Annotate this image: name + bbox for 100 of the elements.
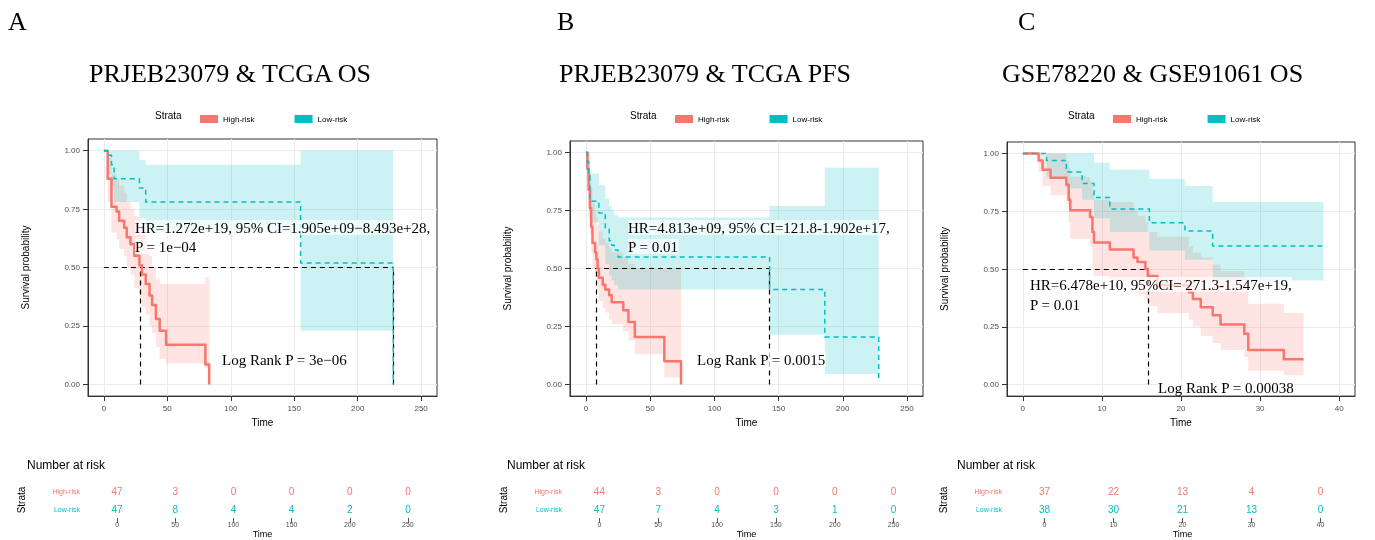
legend-label: Low-risk [317, 114, 349, 124]
y-tick-label: 1.00 [64, 146, 81, 156]
x-tick-label: 100 [224, 403, 238, 413]
legend-title: Strata [155, 109, 183, 121]
y-tick-label: 1.00 [546, 148, 563, 158]
legend-label: High-risk [1136, 114, 1169, 124]
x-axis-title: Time [735, 416, 758, 428]
legend-title: Strata [1068, 109, 1096, 121]
x-tick-label: 200 [351, 403, 365, 413]
data-label: 0 [890, 485, 897, 497]
y-axis-title: Strata [937, 486, 949, 514]
data-label: 0 [831, 485, 838, 497]
annotation: P = 0.01 [628, 238, 678, 255]
x-tick-label: 250 [900, 403, 915, 413]
y-tick-label: 0.50 [983, 264, 1000, 274]
data-label: 3 [172, 485, 179, 497]
chart-title: Number at risk [507, 458, 587, 472]
chart-title: Number at risk [27, 458, 107, 472]
x-axis-title: Time [1170, 416, 1193, 428]
data-label: 0 [1317, 485, 1324, 497]
y-tick-label: 0.50 [546, 264, 563, 274]
x-axis-title: Time [1172, 528, 1193, 539]
annotation: Log Rank P = 0.00038 [1158, 379, 1294, 396]
x-axis-title: Time [251, 416, 274, 428]
data-label: 8 [172, 503, 179, 515]
data-label: 3 [655, 485, 662, 497]
x-tick-label: 50 [162, 403, 173, 413]
x-tick-label: 30 [1255, 403, 1266, 413]
data-label: 47 [111, 503, 124, 515]
data-label: 0 [288, 485, 295, 497]
data-label: 4 [230, 503, 237, 515]
chart-title: Number at risk [957, 458, 1037, 472]
data-label: 22 [1107, 485, 1120, 497]
y-tick-label: 0.25 [546, 322, 563, 332]
data-label: 0 [714, 485, 721, 497]
y-tick-label: 0.00 [546, 380, 563, 389]
x-tick-label: 0 [1020, 403, 1026, 413]
x-tick-label: 150 [771, 403, 786, 413]
y-tick-label: 0.75 [64, 204, 81, 214]
y-tick-label: 0.75 [983, 206, 1000, 216]
data-label: 0 [405, 503, 412, 515]
text: C [1018, 6, 1036, 36]
x-tick-label: 0 [583, 403, 589, 413]
y-tick-label: 0.25 [983, 322, 1000, 332]
chart-title: GSE78220 & GSE91061 OS [1001, 58, 1304, 88]
x-tick-label: 20 [1176, 403, 1186, 413]
y-tick-label: 0.00 [64, 379, 81, 389]
annotation: HR=6.478e+10, 95%CI= 271.3-1.547e+19, [1030, 276, 1292, 293]
data-label: 0 [773, 485, 780, 497]
data-label: 13 [1176, 485, 1189, 497]
chart-title: PRJEB23079 & TCGA PFS [558, 58, 852, 88]
data-label: 30 [1107, 503, 1120, 515]
data-label: 0 [230, 485, 237, 497]
x-axis-title: Time [736, 528, 757, 539]
y-tick-label: 0.25 [64, 321, 81, 331]
data-label: 4 [288, 503, 295, 515]
data-label: 2 [346, 503, 353, 515]
annotation: P = 1e−04 [135, 238, 197, 255]
text: B [557, 6, 575, 36]
annotation: P = 0.01 [1030, 296, 1080, 313]
y-axis-title: Survival probability [501, 226, 513, 311]
data-label: 47 [111, 485, 124, 497]
x-tick-label: 250 [414, 403, 429, 413]
annotation: HR=4.813e+09, 95% CI=121.8-1.902e+17, [628, 219, 890, 236]
x-tick-label: 0 [101, 403, 107, 413]
data-label: 0 [346, 485, 353, 497]
y-tick-label: 0.75 [546, 206, 563, 216]
x-tick-label: 10 [1097, 403, 1107, 413]
x-tick-label: 150 [287, 403, 302, 413]
y-axis-title: Strata [497, 486, 509, 514]
chart-title: PRJEB23079 & TCGA OS [89, 58, 371, 88]
data-label: 0 [405, 485, 412, 497]
x-tick-label: 50 [645, 403, 656, 413]
annotation: Log Rank P = 0.0015 [697, 351, 826, 368]
data-label: 21 [1176, 503, 1189, 515]
legend-label: High-risk [698, 114, 731, 124]
data-label: 4 [1248, 485, 1255, 497]
data-label: 3 [773, 503, 780, 515]
data-label: 38 [1038, 503, 1051, 515]
text: A [8, 6, 27, 36]
legend-title: Strata [630, 109, 658, 121]
y-tick-label: 0.00 [983, 380, 1000, 390]
x-tick-label: 200 [836, 403, 850, 413]
data-label: 44 [593, 485, 606, 497]
data-label: 1 [831, 503, 838, 515]
x-tick-label: 100 [707, 403, 722, 413]
data-label: 47 [593, 503, 606, 515]
y-axis-title: Survival probability [938, 227, 950, 312]
data-label: 0 [1317, 503, 1324, 515]
annotation: Log Rank P = 3e−06 [222, 351, 348, 368]
x-tick-label: 40 [1334, 403, 1345, 413]
y-axis-title: Survival probability [19, 225, 31, 310]
data-label: 0 [890, 503, 897, 515]
legend-label: High-risk [223, 114, 256, 124]
legend-label: Low-risk [792, 114, 824, 124]
legend-label: Low-risk [1230, 114, 1262, 124]
annotation: HR=1.272e+19, 95% CI=1.905e+09−8.493e+28, [135, 219, 431, 236]
y-tick-label: 0.50 [64, 263, 81, 273]
data-label: 7 [655, 503, 662, 515]
y-tick-label: 1.00 [983, 149, 1000, 159]
